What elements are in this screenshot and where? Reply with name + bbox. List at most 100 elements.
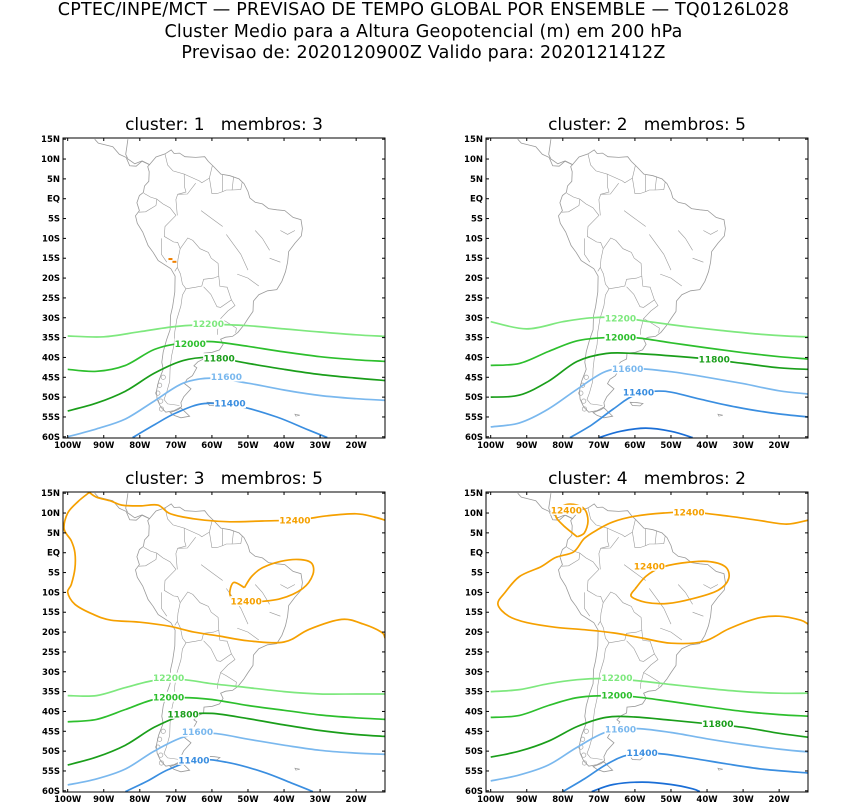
country-border	[649, 234, 671, 270]
contour-label: 12200	[605, 314, 636, 324]
lat-tick-label: 15S	[42, 254, 60, 264]
lat-tick-label: 5S	[471, 215, 483, 225]
map-frame	[63, 138, 385, 438]
country-border	[693, 612, 704, 616]
lon-tick-label: 90W	[516, 795, 538, 805]
lat-tick-label: 5S	[48, 569, 60, 579]
lat-tick-label: EQ	[470, 195, 483, 205]
lat-tick-label: 5N	[470, 175, 483, 185]
lon-tick-label: 30W	[309, 441, 331, 451]
lat-tick-label: 30S	[465, 668, 483, 678]
island-south-georgia	[295, 768, 300, 770]
lat-tick-label: 50S	[42, 393, 60, 403]
contour-label: 11600	[605, 725, 636, 735]
country-border	[632, 178, 665, 194]
contour-label: 12400	[279, 517, 310, 527]
lon-tick-label: 90W	[93, 441, 115, 451]
contour-highlight	[168, 258, 172, 260]
lat-tick-label: 55S	[465, 767, 483, 777]
country-border	[280, 231, 295, 235]
country-border	[655, 177, 657, 191]
lat-tick-label: 5N	[47, 529, 60, 539]
header-line-1: CPTEC/INPE/MCT — PREVISAO DE TEMPO GLOBA…	[0, 0, 847, 20]
coastline-south-america	[136, 504, 303, 766]
country-border	[237, 628, 259, 640]
contour-label: 11400	[214, 400, 245, 410]
lat-tick-label: EQ	[47, 195, 60, 205]
country-border	[232, 177, 234, 191]
lon-tick-label: 70W	[165, 441, 187, 451]
country-border	[660, 274, 682, 286]
lon-tick-label: 20W	[769, 795, 791, 805]
coastline-south-america	[559, 504, 726, 766]
country-border	[632, 532, 665, 548]
country-border	[184, 166, 212, 183]
lat-tick-label: 50S	[465, 747, 483, 757]
contour-highlight	[172, 261, 176, 263]
country-border	[627, 630, 655, 661]
lat-tick-label: 5S	[48, 215, 60, 225]
country-border	[601, 183, 619, 194]
header-line-2: Cluster Medio para a Altura Geopotencial…	[0, 22, 847, 42]
map-frame	[63, 492, 385, 792]
lat-tick-label: 35S	[42, 334, 60, 344]
lon-tick-label: 40W	[696, 441, 718, 451]
country-border	[280, 585, 295, 589]
contour-label: 11800	[702, 720, 733, 730]
contour-label: 12000	[605, 334, 636, 344]
country-border	[218, 673, 221, 689]
lat-tick-label: 55S	[42, 413, 60, 423]
lon-tick-label: 40W	[273, 795, 295, 805]
lon-tick-label: 80W	[129, 441, 151, 451]
contour-label: 11800	[699, 356, 730, 366]
lat-tick-label: 40S	[465, 707, 483, 717]
lon-tick-label: 50W	[237, 441, 259, 451]
contour-label: 12000	[153, 693, 184, 703]
lat-tick-label: 10N	[464, 509, 483, 519]
lat-tick-label: 20S	[465, 274, 483, 284]
country-border	[237, 274, 259, 286]
island	[159, 399, 163, 403]
lat-tick-label: 15N	[41, 135, 60, 145]
coastline	[518, 139, 573, 166]
lat-tick-label: 10N	[464, 155, 483, 165]
lon-tick-label: 70W	[588, 795, 610, 805]
lat-tick-label: 35S	[465, 334, 483, 344]
country-border	[660, 628, 682, 640]
lat-tick-label: 15N	[41, 489, 60, 499]
country-border	[607, 166, 635, 183]
contour-label: 12200	[153, 674, 184, 684]
lat-tick-label: 10S	[42, 234, 60, 244]
lat-tick-label: 40S	[42, 353, 60, 363]
lat-tick-label: 45S	[465, 727, 483, 737]
contour-12000	[491, 337, 808, 365]
country-border	[270, 612, 281, 616]
country-border	[624, 211, 646, 227]
contour-label: 12000	[601, 692, 632, 702]
country-border	[161, 238, 166, 262]
map-cluster-3: 1240012400122001200011800116001140015N10…	[0, 469, 420, 809]
map-cluster-2: 122001200011800116001140015N10N5NEQ5S10S…	[423, 115, 843, 455]
country-border	[693, 258, 704, 262]
country-border	[204, 276, 232, 307]
country-border	[627, 276, 655, 307]
map-cluster-1: 122001200011800116001140015N10N5NEQ5S10S…	[0, 115, 420, 455]
lon-tick-label: 40W	[696, 795, 718, 805]
country-border	[703, 585, 718, 589]
island-south-georgia	[295, 414, 300, 416]
lat-tick-label: 10S	[465, 234, 483, 244]
contour-11400	[570, 391, 808, 438]
lon-tick-label: 80W	[552, 441, 574, 451]
contour-label: 11600	[612, 365, 643, 375]
country-border	[562, 193, 580, 212]
lon-tick-label: 80W	[129, 795, 151, 805]
country-border	[255, 231, 269, 251]
lon-tick-label: 60W	[624, 441, 646, 451]
contour-11600	[68, 733, 385, 785]
country-border	[209, 532, 242, 548]
lat-tick-label: 5S	[471, 569, 483, 579]
country-border	[209, 178, 242, 194]
